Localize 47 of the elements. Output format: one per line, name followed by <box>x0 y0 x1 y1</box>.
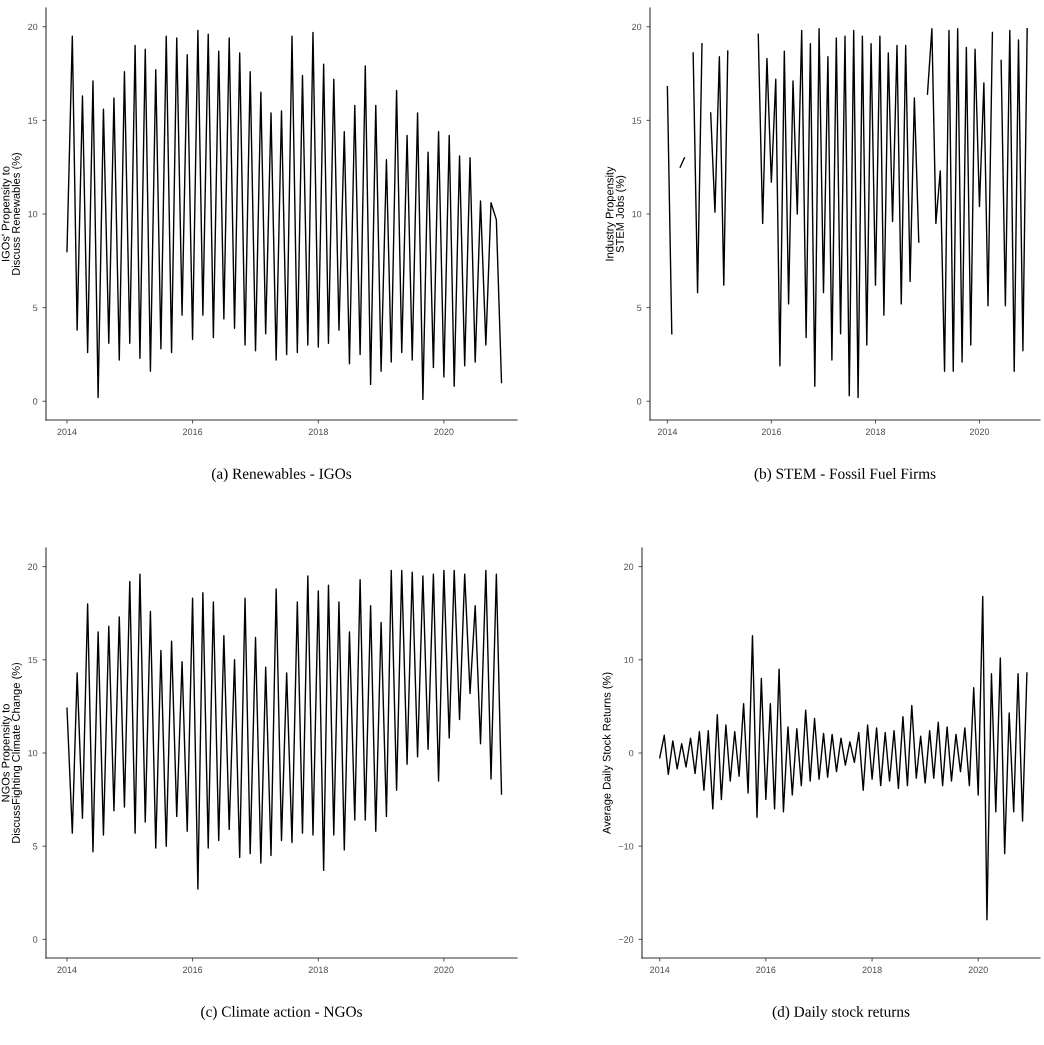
x-tick-label: 2014 <box>650 966 670 973</box>
text: (c) Climate action - NGOs <box>201 1006 362 1020</box>
x-tick-label: 2020 <box>434 428 454 435</box>
y-tick-label: 5 <box>33 843 38 850</box>
y-tick-label: 0 <box>33 936 38 943</box>
y-tick-label: 0 <box>33 398 38 405</box>
y-tick-label: 0 <box>637 398 642 405</box>
x-tick-label: 2018 <box>308 428 328 435</box>
y-tick-label: 5 <box>637 304 642 311</box>
x-tick-label: 2016 <box>182 966 203 973</box>
y-tick-label: 15 <box>28 656 38 664</box>
y-tick-label: −10 <box>618 843 634 850</box>
y-tick-label: 20 <box>632 23 642 31</box>
x-tick-label: 2020 <box>968 966 988 973</box>
y-tick-label: 20 <box>28 23 38 31</box>
x-tick-label: 2020 <box>434 966 454 973</box>
x-tick-label: 2014 <box>657 428 678 435</box>
line-series <box>659 595 1028 921</box>
y-axis-title: Average Daily Stock Returns (%) <box>602 672 613 835</box>
y-tick-label: 15 <box>632 117 642 124</box>
text: (d) Daily stock returns <box>772 1006 910 1020</box>
y-tick-label: 15 <box>28 117 38 124</box>
text: (a) Renewables - IGOs <box>211 468 352 482</box>
text: (b) STEM - Fossil Fuel Firms <box>754 468 936 482</box>
y-tick-label: 10 <box>28 210 38 218</box>
y-tick-label: 20 <box>28 563 38 570</box>
x-tick-label: 2018 <box>308 966 328 973</box>
y-tick-label: 10 <box>28 749 38 757</box>
x-tick-label: 2020 <box>969 428 990 435</box>
y-tick-label: 10 <box>632 210 642 218</box>
y-tick-label: −20 <box>618 936 634 943</box>
x-tick-label: 2016 <box>756 966 776 973</box>
y-axis-title: IGOs' Propensity to Discuss Renewables (%) <box>1 152 23 275</box>
x-tick-label: 2014 <box>57 428 77 435</box>
y-tick-label: 5 <box>33 304 38 311</box>
y-axis-title: NGOs Propensity to DiscussFighting Climate Change (%) <box>1 662 23 843</box>
x-tick-label: 2018 <box>865 428 886 435</box>
line-series <box>66 569 503 890</box>
y-axis-title: Industry Propensity STEM Jobs (%) <box>605 166 627 261</box>
x-tick-label: 2016 <box>761 428 781 435</box>
y-tick-label: 0 <box>629 749 634 757</box>
line-series <box>66 29 503 401</box>
x-tick-label: 2014 <box>57 966 77 973</box>
y-tick-label: 10 <box>624 656 634 664</box>
x-tick-label: 2018 <box>862 966 882 973</box>
x-tick-label: 2016 <box>182 428 203 435</box>
y-tick-label: 20 <box>624 563 634 570</box>
